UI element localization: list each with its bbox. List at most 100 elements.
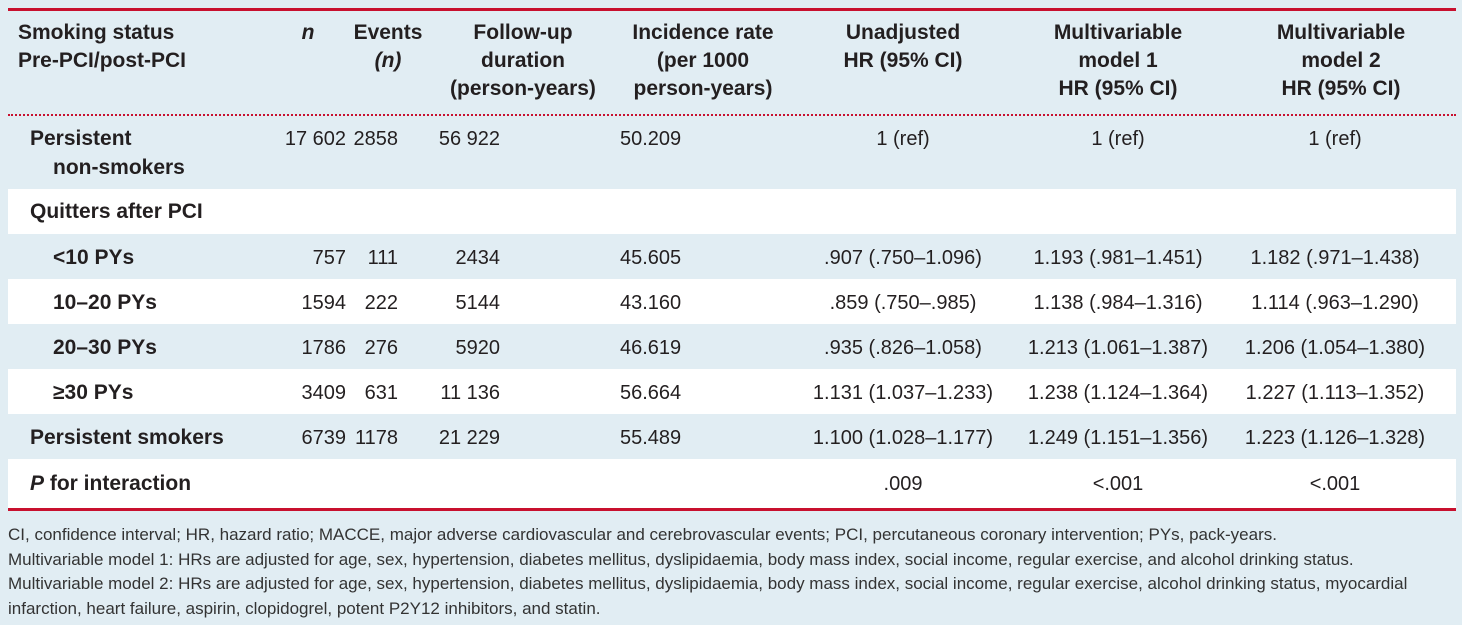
cell-followup: 2434 — [455, 247, 501, 269]
table-row: 20–30 PYs 1786 276 5920 46.619 .935 (.82… — [8, 324, 1456, 369]
p-symbol: P — [30, 472, 45, 495]
header-text: person-years) — [633, 77, 773, 100]
cell-unadjusted: 1 (ref) — [876, 128, 930, 150]
row-label: Persistent — [30, 127, 132, 150]
cell-model1: 1.238 (1.124–1.364) — [1027, 382, 1209, 404]
header-dotted-rule — [8, 114, 1456, 116]
footnote: Multivariable model 1: HRs are adjusted … — [8, 549, 1354, 569]
cell-events: 2858 — [353, 128, 399, 150]
header-text: Pre-PCI/post-PCI — [18, 49, 187, 72]
header-text: HR (95% CI) — [1281, 77, 1401, 100]
cell-n: 6739 — [301, 427, 347, 449]
header-text: model 1 — [1078, 49, 1158, 72]
row-label: Persistent smokers — [30, 426, 224, 449]
row-label: ≥30 PYs — [53, 381, 134, 404]
table-row: Persistent non-smokers 17 602 2858 56 92… — [8, 116, 1456, 189]
cell-model2: 1 (ref) — [1308, 128, 1362, 150]
footnote: infarction, heart failure, aspirin, clop… — [8, 598, 601, 618]
header-text: (n) — [374, 49, 402, 72]
cell-unadjusted: 1.100 (1.028–1.177) — [812, 427, 994, 449]
header-text: Events — [353, 21, 423, 44]
cell-model1: 1.213 (1.061–1.387) — [1027, 337, 1209, 359]
cell-events: 631 — [364, 382, 398, 404]
header-text: Multivariable — [1276, 21, 1406, 44]
header-text: (per 1000 — [656, 49, 750, 72]
header-text: Multivariable — [1053, 21, 1183, 44]
cell-events: 276 — [364, 337, 398, 359]
cell-model2: 1.182 (.971–1.438) — [1250, 247, 1420, 269]
header-text: (person-years) — [450, 77, 596, 100]
header-text: Smoking status — [18, 21, 175, 44]
cell-model2: 1.227 (1.113–1.352) — [1245, 382, 1425, 404]
header-text: HR (95% CI) — [843, 49, 963, 72]
header-text: model 2 — [1301, 49, 1381, 72]
cell-n: 1786 — [301, 337, 347, 359]
cell-model1: <.001 — [1092, 473, 1144, 495]
cell-model1: 1.249 (1.151–1.356) — [1027, 427, 1209, 449]
header-unadjusted: Unadjusted HR (95% CI) — [813, 19, 993, 75]
cell-followup: 56 922 — [438, 128, 500, 150]
header-text: n — [301, 21, 315, 44]
header-model1: Multivariable model 1 HR (95% CI) — [1028, 19, 1208, 103]
cell-events: 111 — [367, 247, 398, 269]
cell-model1: 1.138 (.984–1.316) — [1033, 292, 1203, 314]
table-header: Smoking status Pre-PCI/post-PCI n Events… — [8, 11, 1456, 115]
cell-events: 222 — [364, 292, 398, 314]
cell-n: 1594 — [301, 292, 347, 314]
row-label: <10 PYs — [53, 246, 135, 269]
cell-incidence: 50.209 — [620, 128, 682, 150]
table-row: P for interaction .009 <.001 <.001 — [8, 459, 1456, 508]
table-row: Quitters after PCI — [8, 189, 1456, 234]
header-model2: Multivariable model 2 HR (95% CI) — [1251, 19, 1431, 103]
row-label: 20–30 PYs — [53, 336, 157, 359]
table-row: <10 PYs 757 111 2434 45.605 .907 (.750–1… — [8, 234, 1456, 279]
header-incidence: Incidence rate (per 1000 person-years) — [613, 19, 793, 103]
cell-followup: 5920 — [455, 337, 501, 359]
cell-unadjusted: .009 — [883, 473, 923, 495]
cell-unadjusted: .859 (.750–.985) — [829, 292, 977, 314]
header-text: Follow-up — [473, 21, 573, 44]
footnote: Multivariable model 2: HRs are adjusted … — [8, 574, 1408, 593]
row-label: 10–20 PYs — [53, 291, 157, 314]
cell-incidence: 55.489 — [620, 427, 682, 449]
header-text: Incidence rate — [632, 21, 774, 44]
cell-model1: 1.193 (.981–1.451) — [1033, 247, 1203, 269]
row-label: Quitters after PCI — [30, 200, 203, 223]
cell-model1: 1 (ref) — [1091, 128, 1145, 150]
cell-unadjusted: 1.131 (1.037–1.233) — [812, 382, 994, 404]
row-label: P for interaction — [30, 470, 191, 498]
table-bottom-rule — [8, 508, 1456, 511]
table-footnotes: CI, confidence interval; HR, hazard rati… — [8, 523, 1458, 621]
header-smoking-status: Smoking status Pre-PCI/post-PCI — [18, 19, 186, 75]
cell-model2: 1.114 (.963–1.290) — [1251, 292, 1419, 314]
cell-events: 1178 — [354, 427, 398, 449]
table-row: Persistent smokers 6739 1178 21 229 55.4… — [8, 414, 1456, 459]
cell-incidence: 56.664 — [620, 382, 682, 404]
cell-unadjusted: .907 (.750–1.096) — [824, 247, 982, 269]
cell-model2: 1.223 (1.126–1.328) — [1244, 427, 1426, 449]
cell-incidence: 43.160 — [620, 292, 682, 314]
cell-n: 3409 — [301, 382, 347, 404]
cell-incidence: 45.605 — [620, 247, 682, 269]
cell-followup: 21 229 — [438, 427, 500, 449]
cell-unadjusted: .935 (.826–1.058) — [824, 337, 982, 359]
cell-followup: 11 136 — [440, 382, 500, 404]
table-row: ≥30 PYs 3409 631 11 136 56.664 1.131 (1.… — [8, 369, 1456, 414]
cell-n: 757 — [312, 247, 346, 269]
table-top-rule — [8, 8, 1456, 11]
row-label: non-smokers — [53, 156, 185, 179]
header-text: duration — [481, 49, 565, 72]
table-row: 10–20 PYs 1594 222 5144 43.160 .859 (.75… — [8, 279, 1456, 324]
header-events: Events (n) — [343, 19, 433, 75]
header-text: Unadjusted — [845, 21, 961, 44]
cell-model2: <.001 — [1309, 473, 1361, 495]
cell-model2: 1.206 (1.054–1.380) — [1244, 337, 1426, 359]
cell-incidence: 46.619 — [620, 337, 682, 359]
row-label-rest: for interaction — [44, 472, 192, 495]
cell-followup: 5144 — [455, 292, 501, 314]
header-text: HR (95% CI) — [1058, 77, 1178, 100]
cell-n: 17 602 — [284, 128, 346, 150]
footnote: CI, confidence interval; HR, hazard rati… — [8, 525, 1277, 544]
header-n: n — [293, 19, 323, 47]
header-followup: Follow-up duration (person-years) — [438, 19, 608, 103]
